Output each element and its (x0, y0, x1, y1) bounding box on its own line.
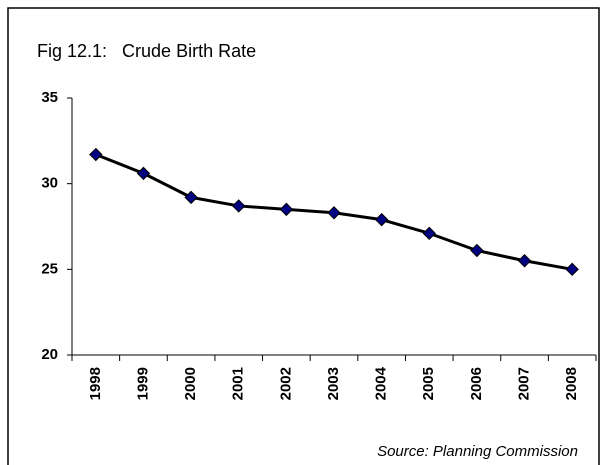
y-tick-label: 35 (41, 89, 58, 106)
marker (565, 262, 579, 277)
x-tick-label: 2002 (277, 367, 294, 400)
marker (517, 254, 532, 268)
x-tick-label: 2006 (468, 367, 485, 400)
marker (327, 206, 341, 220)
x-tick-label: 1999 (134, 367, 151, 400)
marker (184, 190, 198, 205)
marker (136, 166, 151, 181)
y-tick-label: 25 (41, 260, 58, 277)
x-tick-label: 2008 (563, 367, 580, 400)
marker (89, 147, 103, 162)
marker (232, 199, 246, 213)
marker (279, 202, 294, 217)
source-note: Source: Planning Commission (377, 443, 578, 460)
y-tick-label: 20 (41, 346, 58, 363)
x-tick-label: 2007 (516, 367, 533, 400)
x-tick-label: 1998 (87, 367, 104, 400)
x-tick-label: 2005 (420, 367, 437, 400)
marker (422, 226, 436, 241)
y-tick-label: 30 (41, 175, 58, 192)
x-tick-label: 2004 (373, 366, 390, 400)
chart-frame (7, 7, 600, 465)
marker (374, 212, 389, 227)
x-tick-label: 2000 (182, 367, 199, 400)
x-tick-label: 2003 (325, 367, 342, 400)
chart-title: Fig 12.1: Crude Birth Rate (37, 41, 256, 61)
x-tick-label: 2001 (230, 367, 247, 400)
marker (470, 243, 484, 258)
